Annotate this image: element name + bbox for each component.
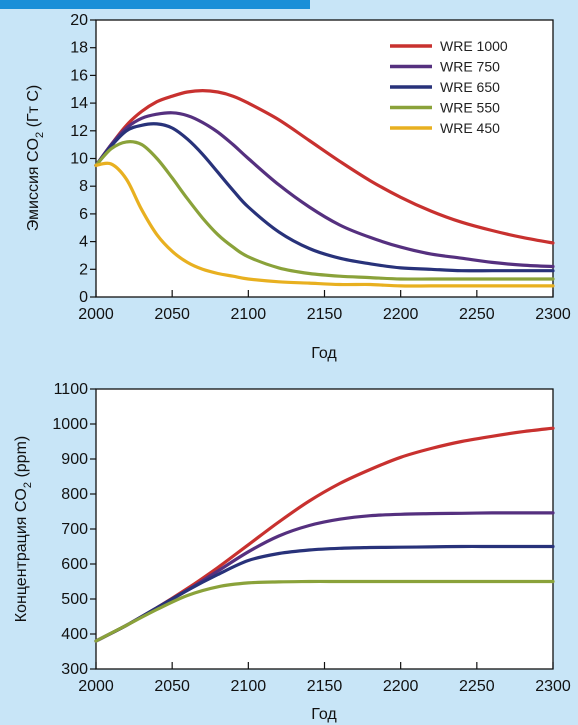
- emission-y-tick-label: 6: [79, 206, 88, 223]
- concentration-y-tick-label: 400: [61, 626, 88, 643]
- concentration-series-group: [94, 426, 555, 643]
- concentration-x-tick-label: 2250: [459, 678, 495, 695]
- concentration-y-tick-label: 900: [61, 451, 88, 468]
- concentration-x-axis-title: Год: [311, 706, 337, 723]
- emission-y-tick-label: 14: [70, 95, 88, 112]
- emission-y-tick-label: 8: [79, 178, 88, 195]
- concentration-y-tick-label: 1000: [52, 416, 88, 433]
- emission-series-wre-1000: [94, 88, 555, 245]
- legend-label-wre-650: WRE 650: [440, 79, 500, 95]
- concentration-axes: 300 400 500 600 700 800 900 1000 1100 2000 2050 210…: [52, 381, 570, 695]
- emission-x-tick-label: 2100: [231, 306, 267, 323]
- concentration-y-tick-label: 600: [61, 556, 88, 573]
- concentration-x-tick-label: 2200: [383, 678, 419, 695]
- concentration-series-wre-550: [94, 579, 555, 643]
- legend-label-wre-1000: WRE 1000: [440, 38, 508, 54]
- emission-chart: 0 2 4 6 8 10 12 14 16 18 20 2000 2050 2100 2150 2200 225…: [25, 12, 571, 362]
- concentration-y-tick-label: 500: [61, 591, 88, 608]
- emission-series-wre-750: [94, 111, 555, 269]
- concentration-y-tick-label: 700: [61, 521, 88, 538]
- emission-x-tick-label: 2000: [78, 306, 114, 323]
- emission-legend: WRE 1000 WRE 750 WRE 650 WRE 550 WRE 450: [390, 38, 508, 136]
- emission-series-wre-550: [94, 140, 555, 281]
- emission-y-axis-title: Эмиссия CO2 (Гт С): [25, 85, 46, 232]
- concentration-y-axis-title: Концентрация CO2 (ppm): [13, 436, 34, 622]
- emission-y-tick-label: 12: [70, 123, 88, 140]
- emission-y-tick-label: 10: [70, 151, 88, 168]
- concentration-series-wre-650: [94, 544, 555, 643]
- concentration-x-tick-label: 2100: [231, 678, 267, 695]
- emission-y-tick-label: 18: [70, 40, 88, 57]
- emission-x-axis-title: Год: [311, 345, 337, 362]
- emission-x-tick-label: 2050: [154, 306, 190, 323]
- emission-x-tick-label: 2200: [383, 306, 419, 323]
- concentration-plot-area: [95, 388, 554, 670]
- emission-series-wre-650: [94, 122, 555, 273]
- concentration-x-tick-label: 2050: [154, 678, 190, 695]
- emission-y-tick-label: 4: [79, 234, 88, 251]
- emission-x-tick-label: 2250: [459, 306, 495, 323]
- concentration-chart: 300 400 500 600 700 800 900 1000 1100 2000 2050 210…: [13, 381, 571, 723]
- emission-y-tick-label: 2: [79, 261, 88, 278]
- legend-label-wre-450: WRE 450: [440, 120, 500, 136]
- emission-y-tick-label: 0: [79, 289, 88, 306]
- top-heading-strip: [0, 0, 310, 9]
- concentration-x-tick-label: 2300: [535, 678, 571, 695]
- emission-axes: 0 2 4 6 8 10 12 14 16 18 20 2000 2050 2100 2150 2200 225…: [70, 12, 571, 323]
- legend-label-wre-550: WRE 550: [440, 100, 500, 116]
- emission-y-tick-label: 20: [70, 12, 88, 29]
- concentration-y-tick-label: 800: [61, 486, 88, 503]
- concentration-x-tick-label: 2150: [307, 678, 343, 695]
- emission-series-group: [94, 88, 555, 288]
- concentration-x-tick-label: 2000: [78, 678, 114, 695]
- concentration-y-tick-label: 300: [61, 661, 88, 678]
- emission-x-tick-label: 2150: [307, 306, 343, 323]
- concentration-y-tick-label: 1100: [54, 381, 89, 398]
- emission-series-wre-450: [94, 161, 555, 288]
- emission-y-tick-label: 16: [70, 67, 88, 84]
- legend-label-wre-750: WRE 750: [440, 59, 500, 75]
- emission-x-tick-label: 2300: [535, 306, 571, 323]
